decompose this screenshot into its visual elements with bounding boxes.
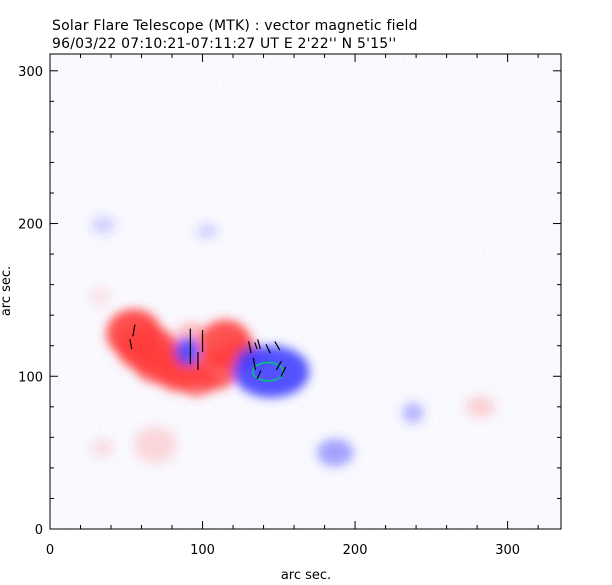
x-axis-label: arc sec. (281, 568, 331, 583)
field-vector (275, 360, 282, 371)
axis-ticks: 0 100 200 300 0 100 200 300 (18, 54, 561, 558)
field-vector (132, 324, 136, 337)
x-tick-label: 100 (190, 543, 215, 558)
field-vector (265, 343, 271, 354)
negative-polarity-region (316, 438, 354, 467)
field-vector (274, 341, 281, 351)
negative-polarity-region (175, 338, 200, 366)
field-vector (252, 358, 257, 371)
x-tick-label: 300 (495, 543, 520, 558)
negative-polarity-region (196, 223, 218, 239)
positive-polarity-region (91, 438, 113, 458)
plot-frame (49, 53, 562, 530)
y-tick-label: 300 (18, 65, 43, 80)
negative-polarity-region (236, 345, 267, 371)
positive-polarity-region (464, 396, 496, 418)
positive-polarity-region (91, 287, 110, 307)
negative-polarity-region (91, 215, 116, 235)
figure-title: Solar Flare Telescope (MTK) : vector mag… (52, 18, 418, 34)
y-tick-label: 0 (35, 523, 43, 538)
y-axis-label: arc sec. (0, 266, 14, 316)
x-tick-label: 0 (46, 543, 54, 558)
field-vector (257, 339, 261, 350)
field-vector (254, 342, 258, 350)
field-vector (129, 339, 133, 350)
x-tick-label: 200 (343, 543, 368, 558)
positive-polarity-region (133, 426, 177, 464)
field-vector (247, 341, 252, 354)
field-vector (280, 366, 287, 377)
y-tick-label: 100 (18, 370, 43, 385)
noise-texture (50, 54, 561, 529)
magnetogram-image (50, 54, 561, 529)
negative-polarity-region (402, 402, 424, 424)
y-tick-label: 200 (18, 218, 43, 233)
figure-subtitle: 96/03/22 07:10:21-07:11:27 UT E 2'22'' N… (52, 36, 397, 52)
field-vector (256, 370, 262, 380)
